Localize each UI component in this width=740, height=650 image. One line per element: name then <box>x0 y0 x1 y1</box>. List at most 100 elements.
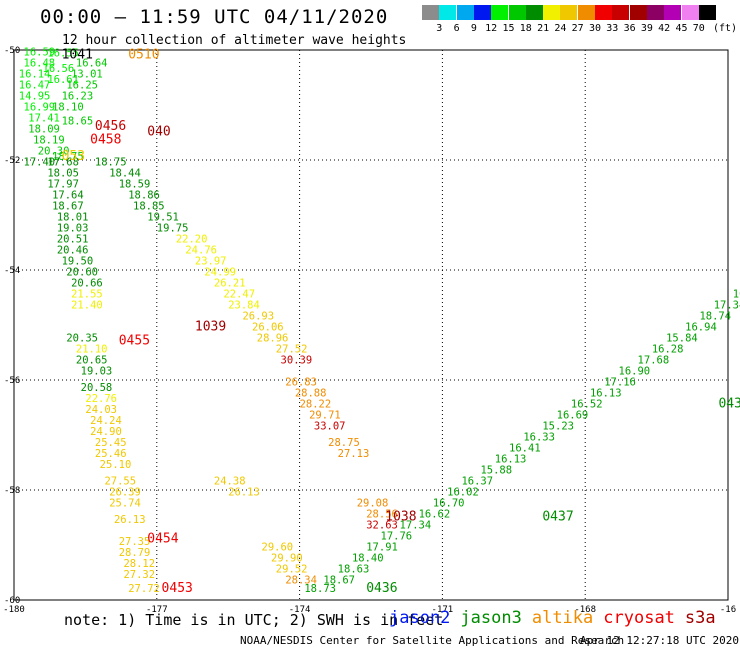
wave-height-value: 24.99 <box>204 267 236 279</box>
wave-height-value: 24.38 <box>214 476 246 488</box>
wave-height-value: 20.51 <box>57 234 89 246</box>
satellite-legend-item: cryosat <box>603 608 675 628</box>
color-scale-label: 70 <box>692 23 705 34</box>
color-swatch <box>422 5 439 20</box>
footer-credit: NOAA/NESDIS Center for Satellite Applica… <box>240 634 625 647</box>
color-scale-label: 45 <box>675 23 688 34</box>
wave-height-value: 18.74 <box>699 311 731 323</box>
color-scale-label: 39 <box>640 23 653 34</box>
wave-height-value: 16.37 <box>461 476 493 488</box>
wave-height-value: 18.67 <box>323 575 355 587</box>
pass-time-label: 053 <box>62 149 85 164</box>
color-swatch <box>681 5 699 20</box>
wave-height-value: 27.13 <box>338 448 370 460</box>
wave-height-value: 18.63 <box>338 564 370 576</box>
wave-height-value: 25.45 <box>95 437 127 449</box>
lat-tick-label: -52 <box>4 156 20 166</box>
wave-height-value: 30.39 <box>281 355 313 367</box>
wave-height-value: 15.88 <box>480 465 512 477</box>
color-scale-label: 33 <box>606 23 619 34</box>
pass-time-label: 0453 <box>162 581 193 596</box>
pass-time-label: 0437 <box>542 509 573 524</box>
wave-height-value: 20.58 <box>81 382 113 394</box>
wave-height-value: 15.84 <box>666 333 698 345</box>
color-scale-label: 3 <box>436 23 443 34</box>
wave-height-value: 17.64 <box>52 190 84 202</box>
color-swatch <box>473 5 491 20</box>
pass-time-label: 1038 <box>385 509 416 524</box>
wave-height-value: 18.59 <box>119 179 151 191</box>
wave-height-value: 29.08 <box>357 498 389 510</box>
wave-height-value: 27.55 <box>104 476 136 488</box>
wave-height-value: 17.40 <box>24 157 56 169</box>
color-swatch <box>595 5 612 20</box>
wave-height-value: 28.79 <box>119 547 151 559</box>
wave-height-value: 16.62 <box>419 509 451 521</box>
wave-height-value: 25.10 <box>100 459 132 471</box>
color-swatch <box>508 5 526 20</box>
color-swatch <box>629 5 647 20</box>
wave-height-value: 16.23 <box>62 91 94 103</box>
wave-height-value: 26.06 <box>252 322 284 334</box>
wave-height-value: 20.66 <box>71 278 103 290</box>
wave-height-value: 24.76 <box>185 245 217 257</box>
wave-height-value: 20.35 <box>66 333 98 345</box>
wave-height-value: 16.69 <box>557 410 589 422</box>
color-scale-label: 42 <box>658 23 671 34</box>
wave-height-value: 16.59 <box>24 47 56 59</box>
color-scale-label: 36 <box>623 23 636 34</box>
wave-height-value: 28.88 <box>295 388 327 400</box>
color-swatch <box>577 5 595 20</box>
wave-height-value: 19.03 <box>57 223 89 235</box>
color-swatch <box>439 5 457 20</box>
wave-height-value: 20.60 <box>66 267 98 279</box>
color-scale-label: 24 <box>554 23 567 34</box>
wave-height-value: 16.56 <box>43 63 75 75</box>
wave-height-value: 32.63 <box>366 520 398 532</box>
wave-height-value: 19.03 <box>81 366 113 378</box>
color-swatch <box>560 5 578 20</box>
footer-timestamp: Apr 12 12:27:18 UTC 2020 <box>580 634 739 647</box>
wave-height-value: 28.12 <box>123 558 155 570</box>
wave-height-value: 22.47 <box>223 289 255 301</box>
wave-height-value: 17.34 <box>714 300 740 312</box>
wave-height-value: 29.52 <box>276 564 308 576</box>
pass-time-label: 1039 <box>195 320 226 335</box>
satellite-legend: jason2 jason3 altika cryosat s3a <box>389 608 726 628</box>
color-swatch <box>491 5 509 20</box>
wave-height-value: 19.50 <box>62 256 94 268</box>
wave-height-value: 16.61 <box>47 74 79 86</box>
color-scale-units: (ft) <box>713 23 738 34</box>
wave-height-value: 18.67 <box>52 201 84 213</box>
color-swatch <box>456 5 474 20</box>
color-scale-label: 21 <box>537 23 550 34</box>
wave-height-value: 13.01 <box>71 69 103 81</box>
lat-tick-label: -54 <box>4 266 20 276</box>
wave-height-value: 17.68 <box>47 157 79 169</box>
wave-height-value: 18.40 <box>352 553 384 565</box>
wave-height-value: 24.03 <box>85 404 117 416</box>
lat-tick-label: -58 <box>4 486 20 496</box>
wave-height-value: 29.60 <box>262 542 294 554</box>
wave-height-value: 26.13 <box>228 487 260 499</box>
wave-height-value: 18.05 <box>47 168 79 180</box>
wave-height-value: 18.19 <box>33 135 65 147</box>
wave-height-value: 18.01 <box>57 212 89 224</box>
wave-height-value: 33.07 <box>314 421 346 433</box>
wave-height-value: 27.32 <box>123 569 155 581</box>
wave-height-value: 16.94 <box>685 322 717 334</box>
wave-height-value: 28.75 <box>328 437 360 449</box>
lon-tick-label: -177 <box>146 605 168 615</box>
wave-height-value: 17.34 <box>400 520 432 532</box>
lon-tick-label: -16 <box>720 605 736 615</box>
wave-height-value: 18.75 <box>95 157 127 169</box>
lon-tick-label: -171 <box>432 605 454 615</box>
wave-height-value: 20.46 <box>57 245 89 257</box>
wave-height-value: 16.47 <box>19 80 51 92</box>
legend-note: note: 1) Time is in UTC; 2) SWH is in fe… <box>64 611 444 629</box>
wave-height-value: 17.68 <box>638 355 670 367</box>
pass-time-label: 0458 <box>90 133 121 148</box>
wave-height-value: 28.96 <box>257 333 289 345</box>
wave-height-value: 16.02 <box>447 487 479 499</box>
